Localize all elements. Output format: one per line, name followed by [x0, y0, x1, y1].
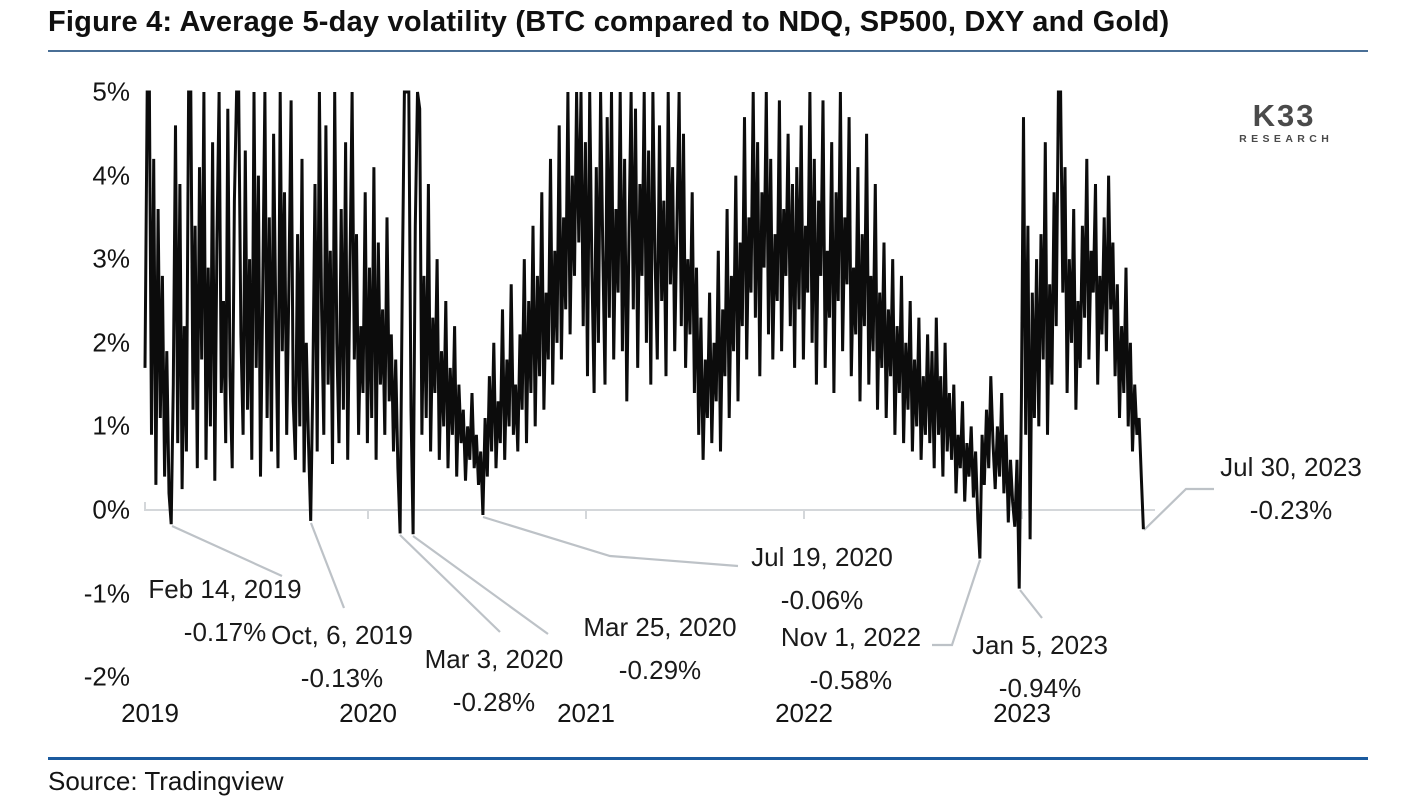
x-axis-line: [144, 502, 1155, 519]
y-axis-tick-label: 3%: [92, 243, 130, 274]
x-axis-tick-label: 2023: [993, 698, 1051, 728]
y-axis-tick-label: -1%: [83, 578, 130, 609]
logo-k33-text: K33: [1252, 98, 1316, 133]
annotation-value: -0.29%: [618, 655, 702, 685]
annotation-value: -0.58%: [809, 665, 893, 695]
figure-title: Figure 4: Average 5-day volatility (BTC …: [48, 6, 1170, 38]
annotation-label: Mar 25, 2020 -0.29%: [583, 606, 736, 692]
y-axis-tick-label: 4%: [92, 160, 130, 191]
annotation-label: Jan 5, 2023 -0.94%: [972, 624, 1108, 710]
annotation-label: Jul 19, 2020 -0.06%: [751, 536, 893, 622]
annotation-date: Jul 19, 2020: [751, 542, 893, 572]
annotation-value: -0.94%: [998, 673, 1082, 703]
annotation-date: Mar 25, 2020: [583, 612, 737, 642]
annotation-date: Oct, 6, 2019: [271, 620, 413, 650]
annotation-label: Oct, 6, 2019 -0.13%: [271, 614, 413, 700]
source-caption: Source: Tradingview: [48, 766, 284, 796]
annotation-date: Jan 5, 2023: [972, 630, 1108, 660]
annotation-leader-line: [1143, 487, 1214, 531]
annotation-leader-line: [482, 515, 739, 568]
annotation-label: Nov 1, 2022 -0.58%: [781, 616, 921, 702]
y-axis-tick-label: 1%: [92, 410, 130, 441]
y-axis-tick-label: 2%: [92, 327, 130, 358]
annotation-leader-line: [412, 535, 549, 635]
annotation-value: -0.28%: [452, 687, 536, 717]
y-axis-tick-label: -2%: [83, 661, 130, 692]
logo-research-text: RESEARCH: [1239, 133, 1334, 145]
y-axis-tick-label: 5%: [92, 76, 130, 107]
annotation-date: Mar 3, 2020: [424, 644, 564, 674]
x-axis-tick-label: 2019: [121, 698, 179, 728]
annotation-label: Jul 30, 2023 -0.23%: [1220, 446, 1362, 532]
annotation-date: Nov 1, 2022: [780, 622, 922, 652]
annotation-label: Mar 3, 2020 -0.28%: [425, 638, 564, 724]
annotation-leader-line: [399, 534, 501, 633]
x-axis-tick-label: 2021: [557, 698, 615, 728]
k33-research-logo: K33 RESEARCH: [1238, 100, 1330, 145]
annotation-value: -0.23%: [1249, 495, 1333, 525]
annotation-value: -0.17%: [183, 617, 267, 647]
annotation-leader-line: [309, 522, 346, 609]
annotation-leader-line: [171, 524, 283, 578]
annotation-leader-line: [1019, 589, 1043, 619]
title-underline: [48, 50, 1368, 52]
annotation-label: Feb 14, 2019 -0.17%: [148, 568, 301, 654]
annotation-leader-line: [932, 559, 982, 647]
x-axis-tick-label: 2022: [775, 698, 833, 728]
annotation-value: -0.13%: [300, 663, 384, 693]
btc-volatility-series: [143, 90, 1145, 589]
annotation-date: Feb 14, 2019: [148, 574, 302, 604]
annotation-date: Jul 30, 2023: [1220, 452, 1362, 482]
footer-rule: [48, 757, 1368, 760]
y-axis-tick-label: 0%: [92, 494, 130, 525]
annotation-value: -0.06%: [780, 585, 864, 615]
x-axis-tick-label: 2020: [339, 698, 397, 728]
